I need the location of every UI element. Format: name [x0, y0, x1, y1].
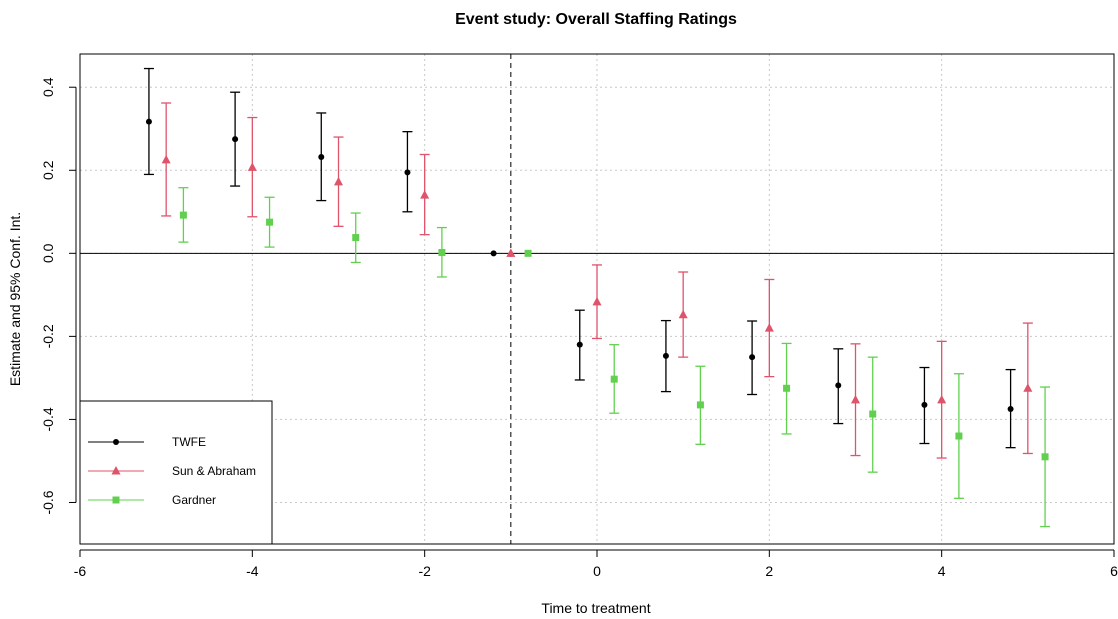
axes: -6 -4 -2 0 2 4 6 -0.6 -0.4 -0.2 0.0 0.2 0.4 [40, 53, 1118, 579]
point-marker [955, 432, 963, 440]
x-tick-label: 0 [593, 563, 601, 579]
point-marker [678, 309, 688, 319]
series-gardner [178, 187, 1051, 528]
y-axis-label: Estimate and 95% Conf. Int. [7, 212, 23, 386]
point-marker [1007, 406, 1014, 413]
point-marker [749, 354, 756, 361]
point-marker [783, 384, 791, 392]
point-marker [334, 176, 343, 186]
point-marker [869, 410, 877, 418]
legend-marker [112, 496, 120, 504]
x-tick-label: 2 [765, 563, 773, 579]
point-marker [662, 352, 669, 359]
point-marker [490, 250, 497, 257]
x-tick-label: 6 [1110, 563, 1118, 579]
point-marker [318, 153, 325, 160]
point-marker [506, 248, 516, 257]
point-marker [404, 169, 411, 176]
legend: TWFE Sun & Abraham Gardner [79, 400, 273, 545]
point-marker [247, 162, 257, 171]
point-marker [266, 218, 274, 226]
legend-label: Sun & Abraham [172, 464, 256, 478]
legend-label: TWFE [172, 435, 206, 449]
point-marker [1041, 453, 1049, 461]
point-marker [232, 136, 239, 143]
point-marker [851, 394, 860, 404]
y-tick-label: 0.2 [40, 160, 56, 180]
x-tick-label: -2 [418, 563, 431, 579]
y-tick-label: -0.4 [40, 407, 56, 431]
point-marker [921, 401, 928, 408]
reference-lines [80, 54, 1114, 544]
chart-title: Event study: Overall Staffing Ratings [455, 11, 737, 28]
series-twfe [143, 67, 1016, 449]
point-marker [764, 323, 774, 332]
legend-marker [113, 439, 119, 445]
x-tick-label: 4 [938, 563, 946, 579]
x-axis-label: Time to treatment [541, 600, 650, 616]
y-tick-label: -0.6 [40, 490, 56, 514]
x-tick-label: -4 [246, 563, 259, 579]
legend-label: Gardner [172, 493, 216, 507]
point-marker [696, 401, 704, 409]
data-marks [143, 67, 1051, 528]
y-tick-label: 0.4 [40, 77, 56, 97]
point-marker [524, 249, 532, 257]
point-marker [179, 211, 187, 219]
point-marker [161, 154, 171, 164]
point-marker [576, 341, 583, 348]
legend-box [79, 400, 273, 545]
point-marker [592, 296, 602, 306]
plot-frame [79, 53, 1115, 545]
y-tick-label: -0.2 [40, 324, 56, 348]
point-marker [145, 118, 152, 125]
point-marker [420, 190, 430, 199]
point-marker [1023, 383, 1033, 392]
point-marker [438, 248, 446, 256]
legend-marker [111, 466, 121, 475]
point-marker [352, 234, 360, 242]
y-tick-label: 0.0 [40, 243, 56, 263]
x-tick-label: -6 [74, 563, 87, 579]
point-marker [835, 382, 842, 389]
point-marker [610, 375, 618, 383]
series-sun-abraham [161, 102, 1033, 459]
point-marker [937, 394, 947, 404]
